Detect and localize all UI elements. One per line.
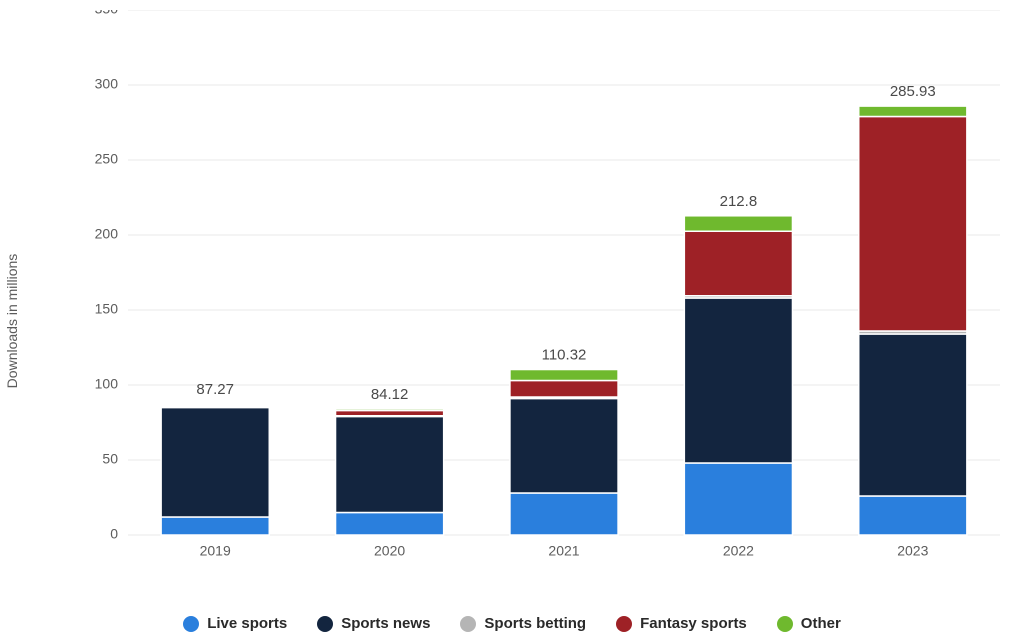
y-axis: 0 50 100 150 200 250 300 350 [95, 10, 119, 542]
bar-segment-other [510, 370, 618, 381]
bar-segment-sports_news [859, 334, 967, 496]
legend-label: Sports news [341, 615, 430, 632]
legend-item-live_sports[interactable]: Live sports [183, 615, 287, 632]
legend-swatch [183, 616, 199, 632]
y-tick-label: 250 [95, 151, 119, 167]
bar-segment-fantasy_sports [859, 117, 967, 332]
bars-group [161, 106, 967, 535]
bar-segment-fantasy_sports [684, 231, 792, 296]
x-tick-label: 2019 [200, 542, 231, 558]
total-label: 285.93 [890, 83, 936, 100]
y-tick-label: 100 [95, 376, 119, 392]
bar-segment-live_sports [684, 463, 792, 535]
y-tick-label: 350 [95, 10, 119, 17]
bar-segment-sports_news [684, 298, 792, 463]
bar-segment-fantasy_sports [336, 411, 444, 416]
legend: Live sports Sports news Sports betting Fant… [0, 615, 1024, 632]
y-tick-label: 50 [102, 451, 118, 467]
y-tick-label: 150 [95, 301, 119, 317]
legend-label: Fantasy sports [640, 615, 747, 632]
bar-segment-other [684, 216, 792, 231]
total-label: 87.27 [196, 381, 234, 398]
x-tick-label: 2022 [723, 542, 754, 558]
bar-segment-other [859, 106, 967, 116]
bar-segment-sports_news [510, 399, 618, 494]
stacked-bar-chart: Downloads in millions 0 50 100 150 200 250 300… [0, 0, 1024, 642]
y-tick-label: 200 [95, 226, 119, 242]
legend-item-sports_news[interactable]: Sports news [317, 615, 430, 632]
legend-label: Other [801, 615, 841, 632]
bar-segment-sports_news [336, 417, 444, 513]
legend-item-other[interactable]: Other [777, 615, 841, 632]
legend-label: Sports betting [484, 615, 586, 632]
total-labels: 87.27 84.12 110.32 212.8 285.93 [196, 83, 935, 403]
legend-swatch [460, 616, 476, 632]
bar-segment-other [336, 409, 444, 411]
x-axis: 2019 2020 2021 2022 2023 [200, 542, 929, 558]
y-axis-label: Downloads in millions [4, 254, 20, 389]
x-tick-label: 2020 [374, 542, 405, 558]
x-tick-label: 2021 [548, 542, 579, 558]
y-tick-label: 300 [95, 76, 119, 92]
x-tick-label: 2023 [897, 542, 928, 558]
bar-segment-live_sports [510, 493, 618, 535]
bar-segment-live_sports [336, 513, 444, 536]
legend-item-fantasy_sports[interactable]: Fantasy sports [616, 615, 747, 632]
bar-segment-fantasy_sports [510, 381, 618, 398]
bar-segment-live_sports [161, 517, 269, 535]
bar-segment-other [161, 404, 269, 405]
bar-segment-sports_news [161, 408, 269, 518]
total-label: 212.8 [720, 193, 758, 210]
y-tick-label: 0 [110, 526, 118, 542]
total-label: 110.32 [542, 347, 587, 364]
plot-area: 050100150200250300350 201920202021202220… [80, 10, 1000, 565]
total-label: 84.12 [371, 386, 409, 403]
legend-label: Live sports [207, 615, 287, 632]
legend-item-sports_betting[interactable]: Sports betting [460, 615, 586, 632]
legend-swatch [777, 616, 793, 632]
legend-swatch [317, 616, 333, 632]
bar-segment-live_sports [859, 496, 967, 535]
legend-swatch [616, 616, 632, 632]
